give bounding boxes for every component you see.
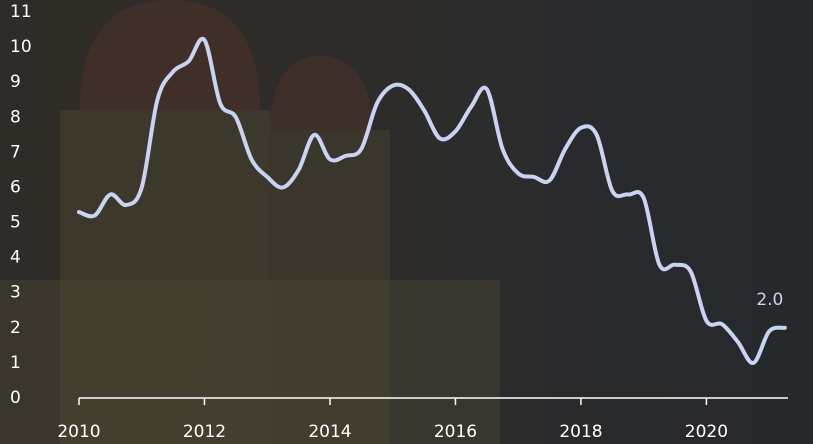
y-tick-label: 10 (10, 37, 32, 57)
x-tick-label: 2020 (685, 422, 728, 442)
y-tick-label: 4 (10, 248, 21, 268)
building (0, 280, 500, 444)
y-tick-label: 3 (10, 283, 21, 303)
line (77, 36, 787, 365)
y-tick-label: 9 (10, 72, 21, 92)
y-tick-label: 7 (10, 142, 21, 162)
data-label: 2.0 (756, 290, 783, 310)
y-tick-label: 2 (10, 318, 21, 338)
y-tick-label: 5 (10, 213, 21, 233)
y-tick-label: 11 (10, 2, 32, 22)
y-tick-label: 1 (10, 353, 21, 373)
x-tick-label: 2016 (434, 422, 477, 442)
x-tick-label: 2012 (183, 422, 226, 442)
y-tick-label: 8 (10, 107, 21, 127)
x-tick-label: 2010 (57, 422, 100, 442)
y-tick-label: 6 (10, 177, 21, 197)
y-tick-label: 0 (10, 388, 21, 408)
x-tick-label: 2014 (308, 422, 351, 442)
dome (270, 55, 372, 130)
x-tick-label: 2018 (559, 422, 602, 442)
tower (60, 110, 270, 444)
